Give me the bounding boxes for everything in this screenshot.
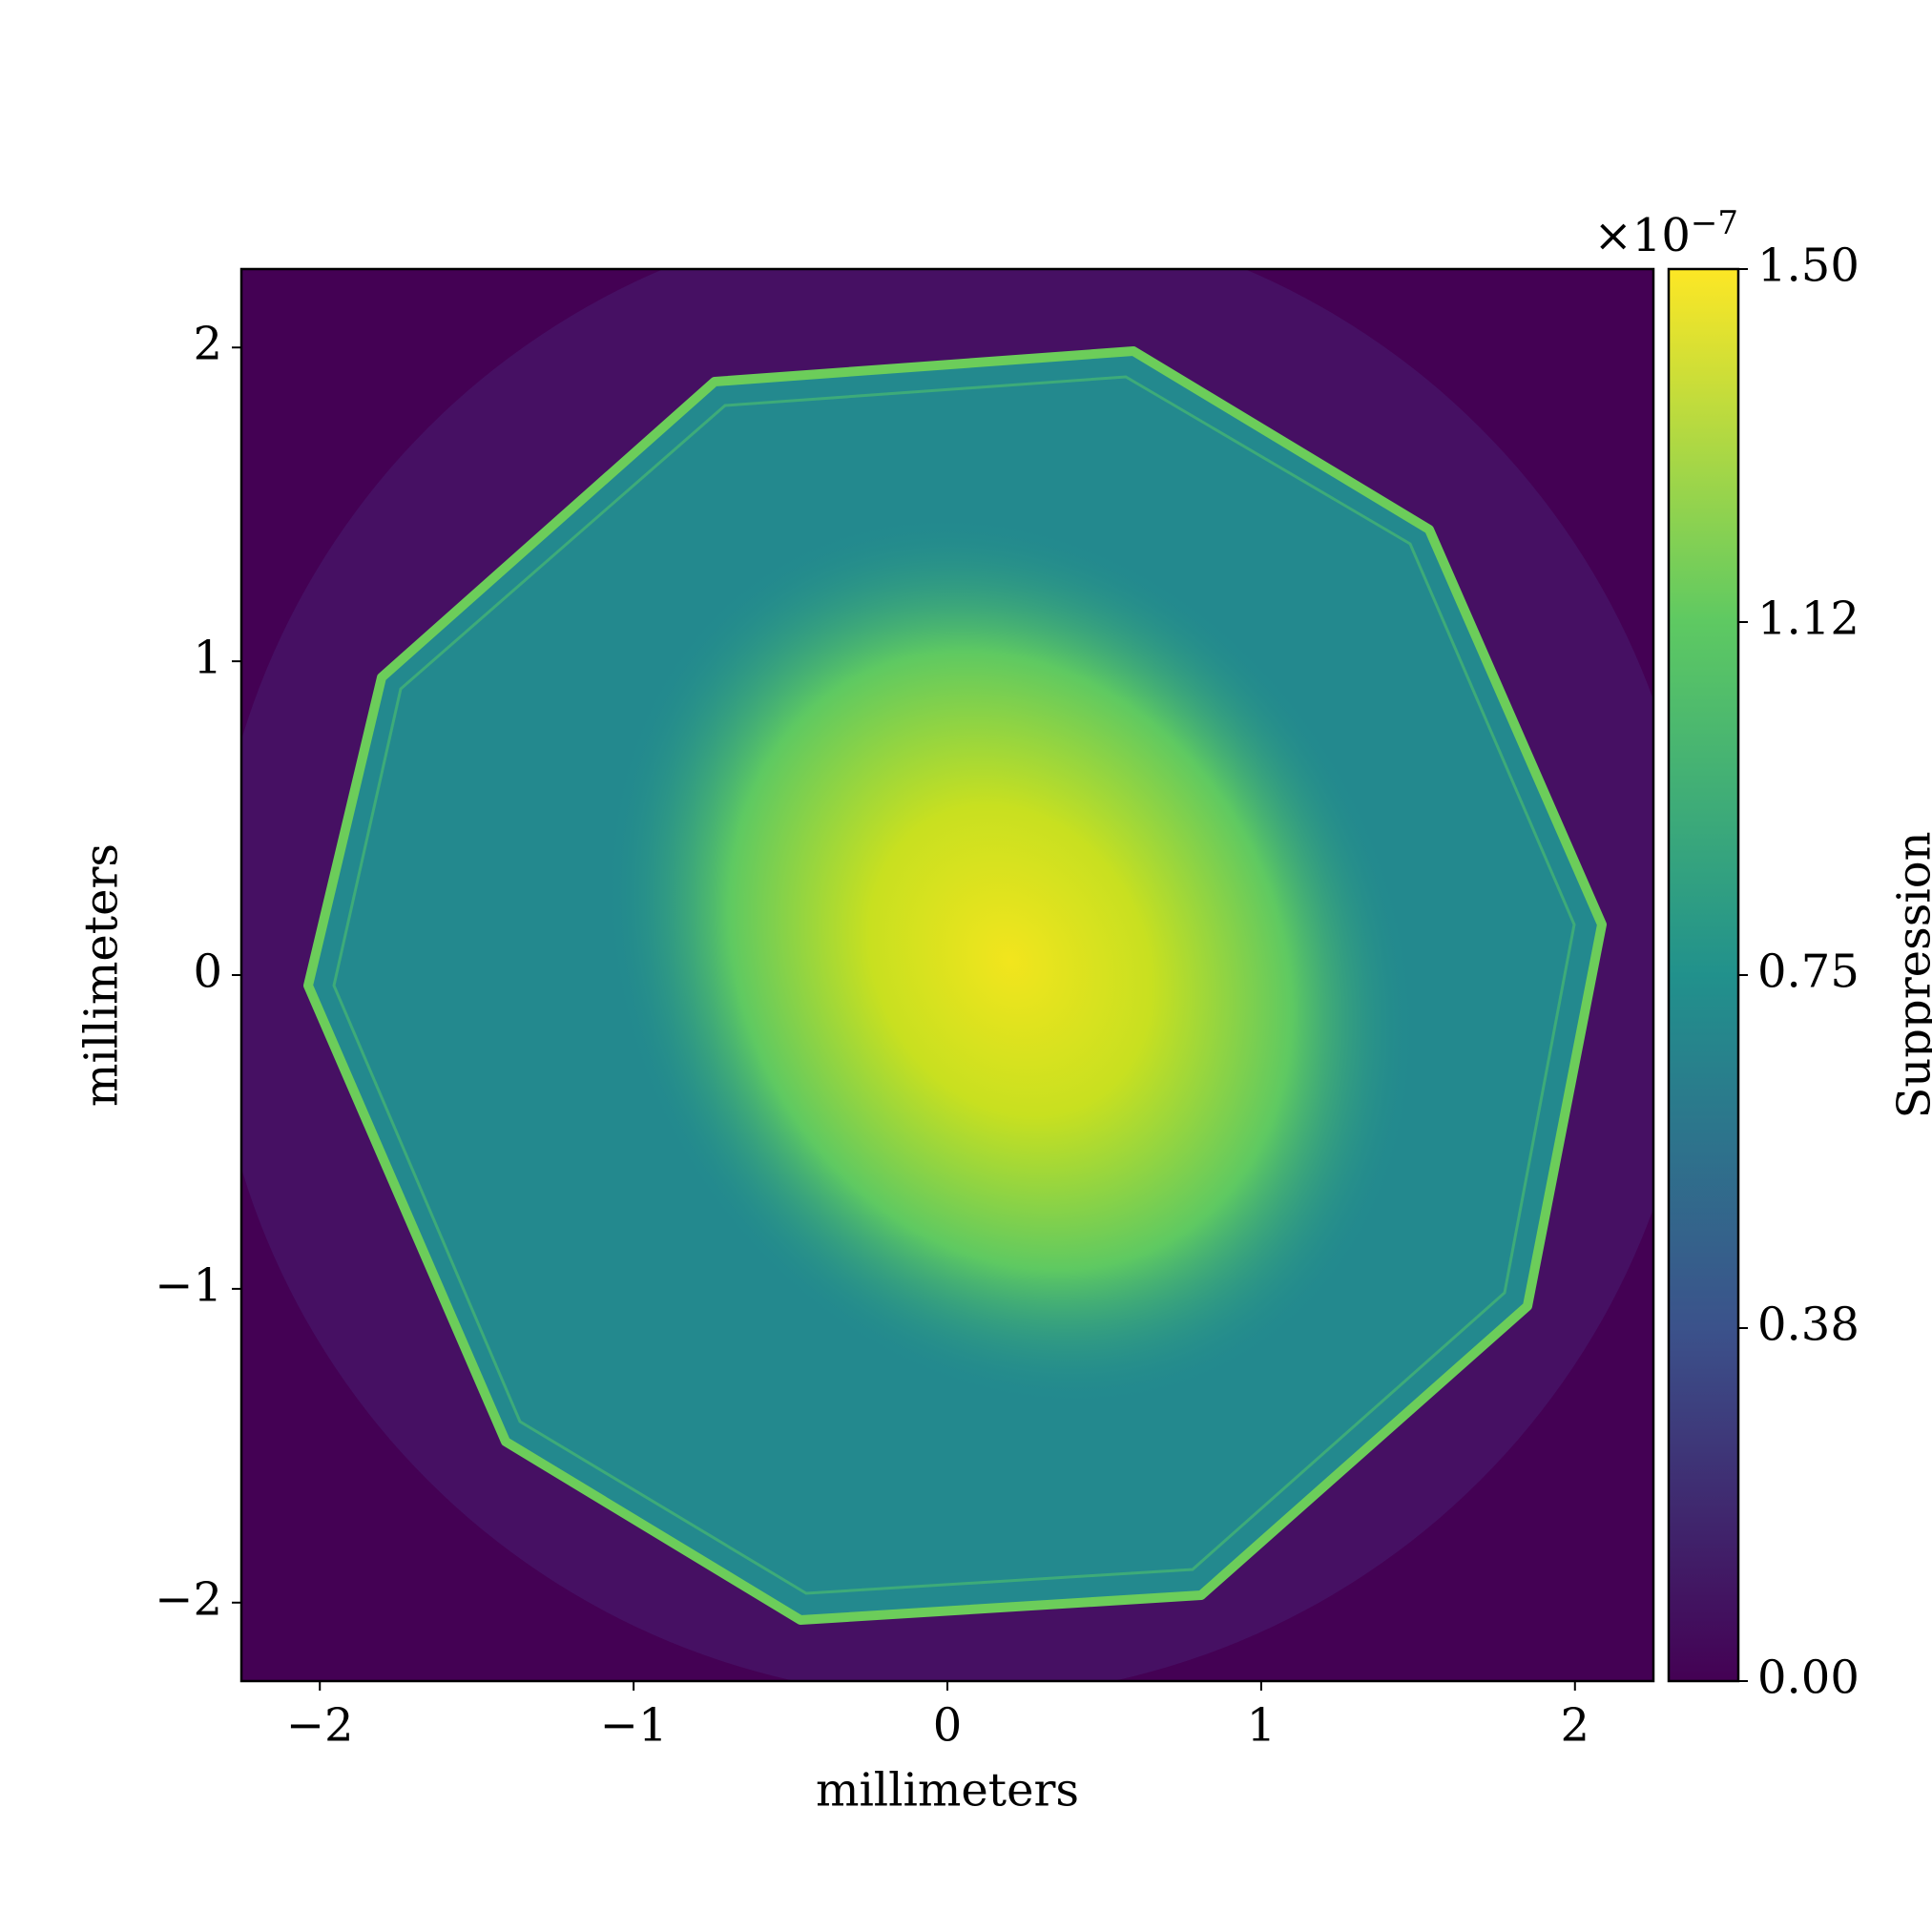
y-tick-label: 0 xyxy=(193,945,222,999)
colorbar xyxy=(1667,267,1740,1683)
colorbar-label: Suppression xyxy=(1888,831,1932,1118)
x-tick-label: 0 xyxy=(933,1699,963,1753)
colorbar-tick-label: 1.12 xyxy=(1757,592,1859,646)
x-tick-label: 2 xyxy=(1561,1699,1590,1753)
offset-base: ×10 xyxy=(1594,209,1691,262)
x-axis-label: millimeters xyxy=(816,1764,1079,1818)
y-axis-label: millimeters xyxy=(75,843,129,1107)
colorbar-tick-label: 0.75 xyxy=(1757,945,1859,999)
offset-exponent: −7 xyxy=(1691,204,1738,242)
y-tick-label: 1 xyxy=(193,632,222,685)
y-tick-label: −2 xyxy=(155,1572,222,1626)
x-tick-label: 1 xyxy=(1247,1699,1277,1753)
colorbar-offset: ×10−7 xyxy=(1594,204,1738,262)
x-tick-label: −2 xyxy=(286,1699,354,1753)
x-tick-label: −1 xyxy=(600,1699,668,1753)
colorbar-tick-label: 0.00 xyxy=(1757,1652,1859,1705)
colorbar-tick-label: 0.38 xyxy=(1757,1298,1859,1352)
y-tick-label: −1 xyxy=(155,1258,222,1312)
colorbar-tick-label: 1.50 xyxy=(1757,239,1859,293)
heatmap-image xyxy=(241,269,1653,1681)
y-tick-label: 2 xyxy=(193,318,222,371)
